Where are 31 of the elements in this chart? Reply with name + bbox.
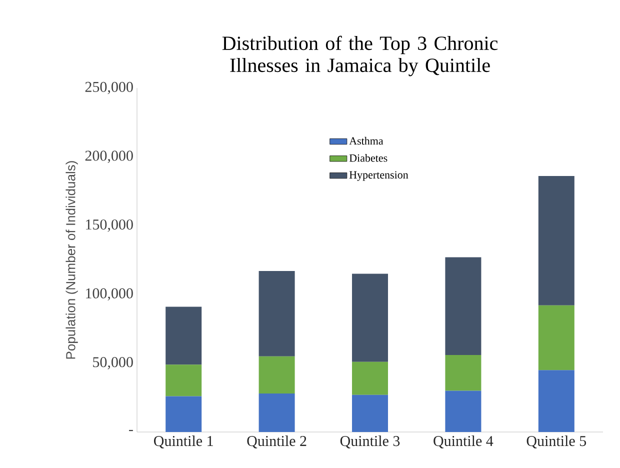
x-tick-label: Quintile 5 [526,436,586,448]
x-tick-label: Quintile 2 [247,436,306,448]
bar [538,370,574,432]
legend-label: Asthma [349,136,384,145]
y-tick-label: 200,000 [85,150,133,163]
y-axis-title: Population (Number of Individuals) [66,161,78,359]
bar [258,356,295,394]
x-tick-label: Quintile 1 [154,436,213,448]
bar [352,362,388,395]
bar [166,306,202,365]
bar [258,271,295,356]
bar [445,354,482,391]
bar [538,305,574,370]
x-tick-label: Quintile 3 [340,436,400,448]
y-tick-label: - [129,430,133,432]
bar [538,176,574,306]
chart-title: Distribution of the Top 3 Chronic Illnesses in Jamaica by Quintile [222,36,498,76]
y-tick-label: 50,000 [93,357,133,370]
bar [445,390,482,432]
bar [166,396,202,432]
bar [258,393,295,432]
legend-label: Hypertension [349,171,408,181]
bar [352,274,388,362]
bar [166,364,202,396]
bar [445,257,482,355]
bar [352,394,388,432]
y-tick-label: 150,000 [86,219,133,232]
legend-label: Diabetes [349,154,388,162]
y-tick-label: 250,000 [85,82,133,94]
y-tick-label: 100,000 [86,288,133,301]
x-tick-label: Quintile 4 [434,436,494,448]
